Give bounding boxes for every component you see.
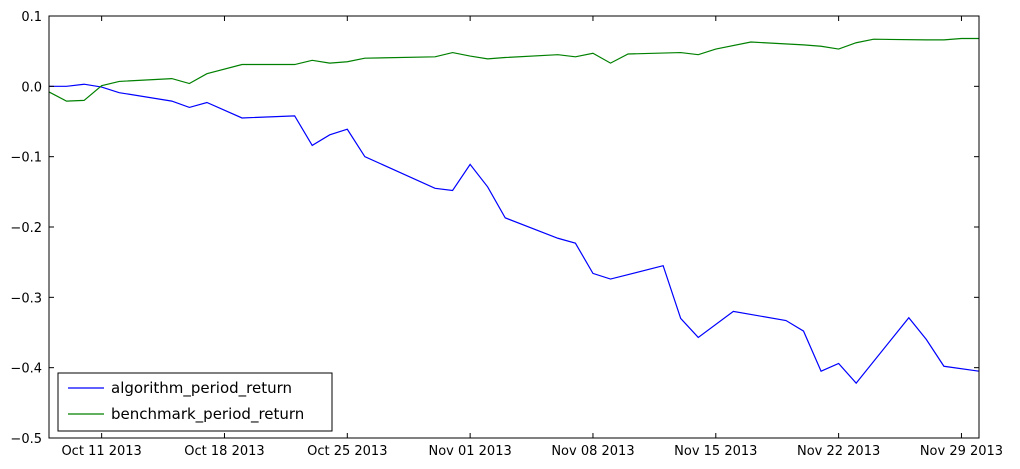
series-line-algorithm <box>49 83 980 385</box>
y-tick-label: 0.1 <box>21 10 42 25</box>
y-tick-label: 0.0 <box>21 80 42 95</box>
y-tick-label: −0.2 <box>10 221 42 236</box>
legend: algorithm_period_return benchmark_period… <box>57 372 333 432</box>
x-tick-label: Nov 22 2013 <box>797 444 880 459</box>
x-tick-label: Nov 01 2013 <box>428 444 511 459</box>
legend-frame <box>57 372 333 432</box>
y-tick-label: −0.4 <box>10 362 42 377</box>
legend-label-benchmark: benchmark_period_return <box>111 405 304 424</box>
legend-label-algorithm: algorithm_period_return <box>111 379 292 398</box>
x-tick-label: Nov 29 2013 <box>920 444 1003 459</box>
y-tick-label: −0.5 <box>10 432 42 447</box>
x-tick-label: Oct 11 2013 <box>61 444 141 459</box>
x-tick-label: Oct 25 2013 <box>307 444 387 459</box>
y-tick-label: −0.1 <box>10 151 42 166</box>
y-tick-label: −0.3 <box>10 291 42 306</box>
series-line-benchmark <box>48 37 979 102</box>
x-tick-label: Nov 15 2013 <box>674 444 757 459</box>
x-tick-label: Nov 08 2013 <box>551 444 634 459</box>
x-tick-label: Oct 18 2013 <box>184 444 264 459</box>
ticks-layer: 0.1 0.0 −0.1 −0.2 −0.3 −0.4 −0.5 Oct 11 2013 Oct… <box>10 10 1003 459</box>
plot-layer <box>48 37 980 385</box>
